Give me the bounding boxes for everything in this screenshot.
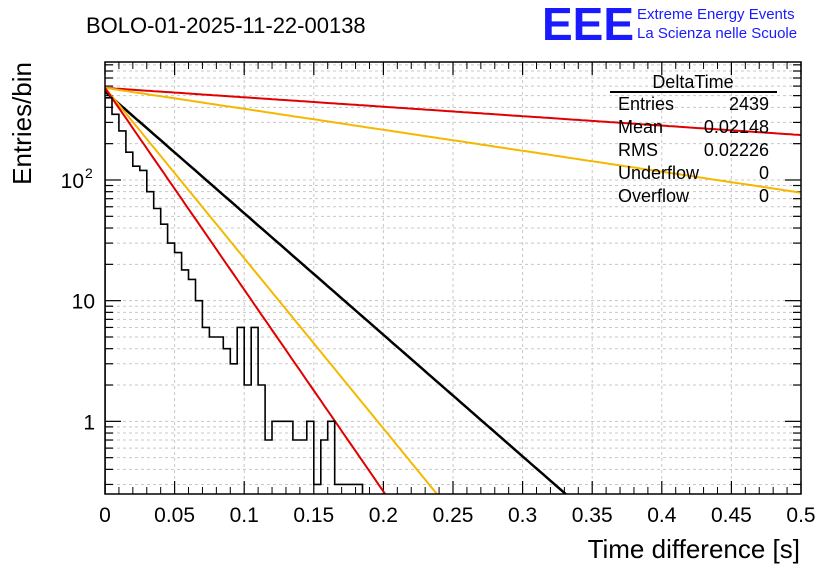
plot-frame <box>104 61 802 495</box>
stats-label: RMS <box>618 140 658 160</box>
curve-fit-limit-slow-orange <box>105 86 801 194</box>
stats-box: DeltaTime Entries 2439 Mean 0.02148 RMS 0.022… <box>610 72 777 206</box>
stats-label: Mean <box>618 117 663 137</box>
stats-value: 0 <box>759 163 769 183</box>
grid <box>105 62 801 494</box>
x-tick-label: 0.1 <box>230 504 259 527</box>
axis-ticks <box>104 62 802 494</box>
y-axis-label: Entries/bin <box>7 62 37 185</box>
curve-fit-limit-slow-red <box>105 86 801 136</box>
stats-label: Overflow <box>618 186 690 206</box>
x-tick-label: 0.2 <box>369 504 398 527</box>
y-tick-label: 1 <box>83 411 95 434</box>
stats-value: 0.02226 <box>704 140 769 160</box>
curve-fit <box>105 90 568 494</box>
logo-line-1: Extreme Energy Events <box>637 6 795 23</box>
x-tick-label: 0 <box>99 504 111 527</box>
stats-box-title: DeltaTime <box>652 72 733 92</box>
curve-fit-limit-fast-red <box>105 87 387 494</box>
y-tick-label: 10 <box>61 170 84 193</box>
curve-fit-limit-fast-orange <box>105 87 439 494</box>
stats-label: Underflow <box>618 163 700 183</box>
logo-line-2: La Scienza nelle Scuole <box>637 25 797 42</box>
logo-text: EEE <box>542 0 634 50</box>
stats-value: 0 <box>759 186 769 206</box>
stats-value: 0.02148 <box>704 117 769 137</box>
x-axis-label: Time difference [s] <box>588 534 800 564</box>
x-tick-label: 0.25 <box>433 504 474 527</box>
x-tick-label: 0.35 <box>572 504 613 527</box>
x-tick-label: 0.15 <box>293 504 334 527</box>
x-tick-label: 0.45 <box>711 504 752 527</box>
fit-curves <box>105 86 801 494</box>
stats-value: 2439 <box>729 94 769 114</box>
histogram-outline <box>105 97 364 494</box>
y-tick-exponent: 2 <box>85 165 93 181</box>
y-tick-label: 10 <box>72 291 95 314</box>
eee-logo: EEE Extreme Energy Events La Scienza nel… <box>542 0 797 50</box>
x-tick-label: 0.4 <box>647 504 677 527</box>
stats-label: Entries <box>618 94 674 114</box>
x-tick-label: 0.5 <box>786 504 815 527</box>
histogram <box>105 97 364 494</box>
chart-title: BOLO-01-2025-11-22-00138 <box>86 13 366 38</box>
x-tick-label: 0.05 <box>154 504 195 527</box>
x-tick-label: 0.3 <box>508 504 537 527</box>
x-tick-labels: 0 0.05 0.1 0.15 0.2 0.25 0.3 0.35 0.4 0.45 0.5 <box>99 504 815 527</box>
